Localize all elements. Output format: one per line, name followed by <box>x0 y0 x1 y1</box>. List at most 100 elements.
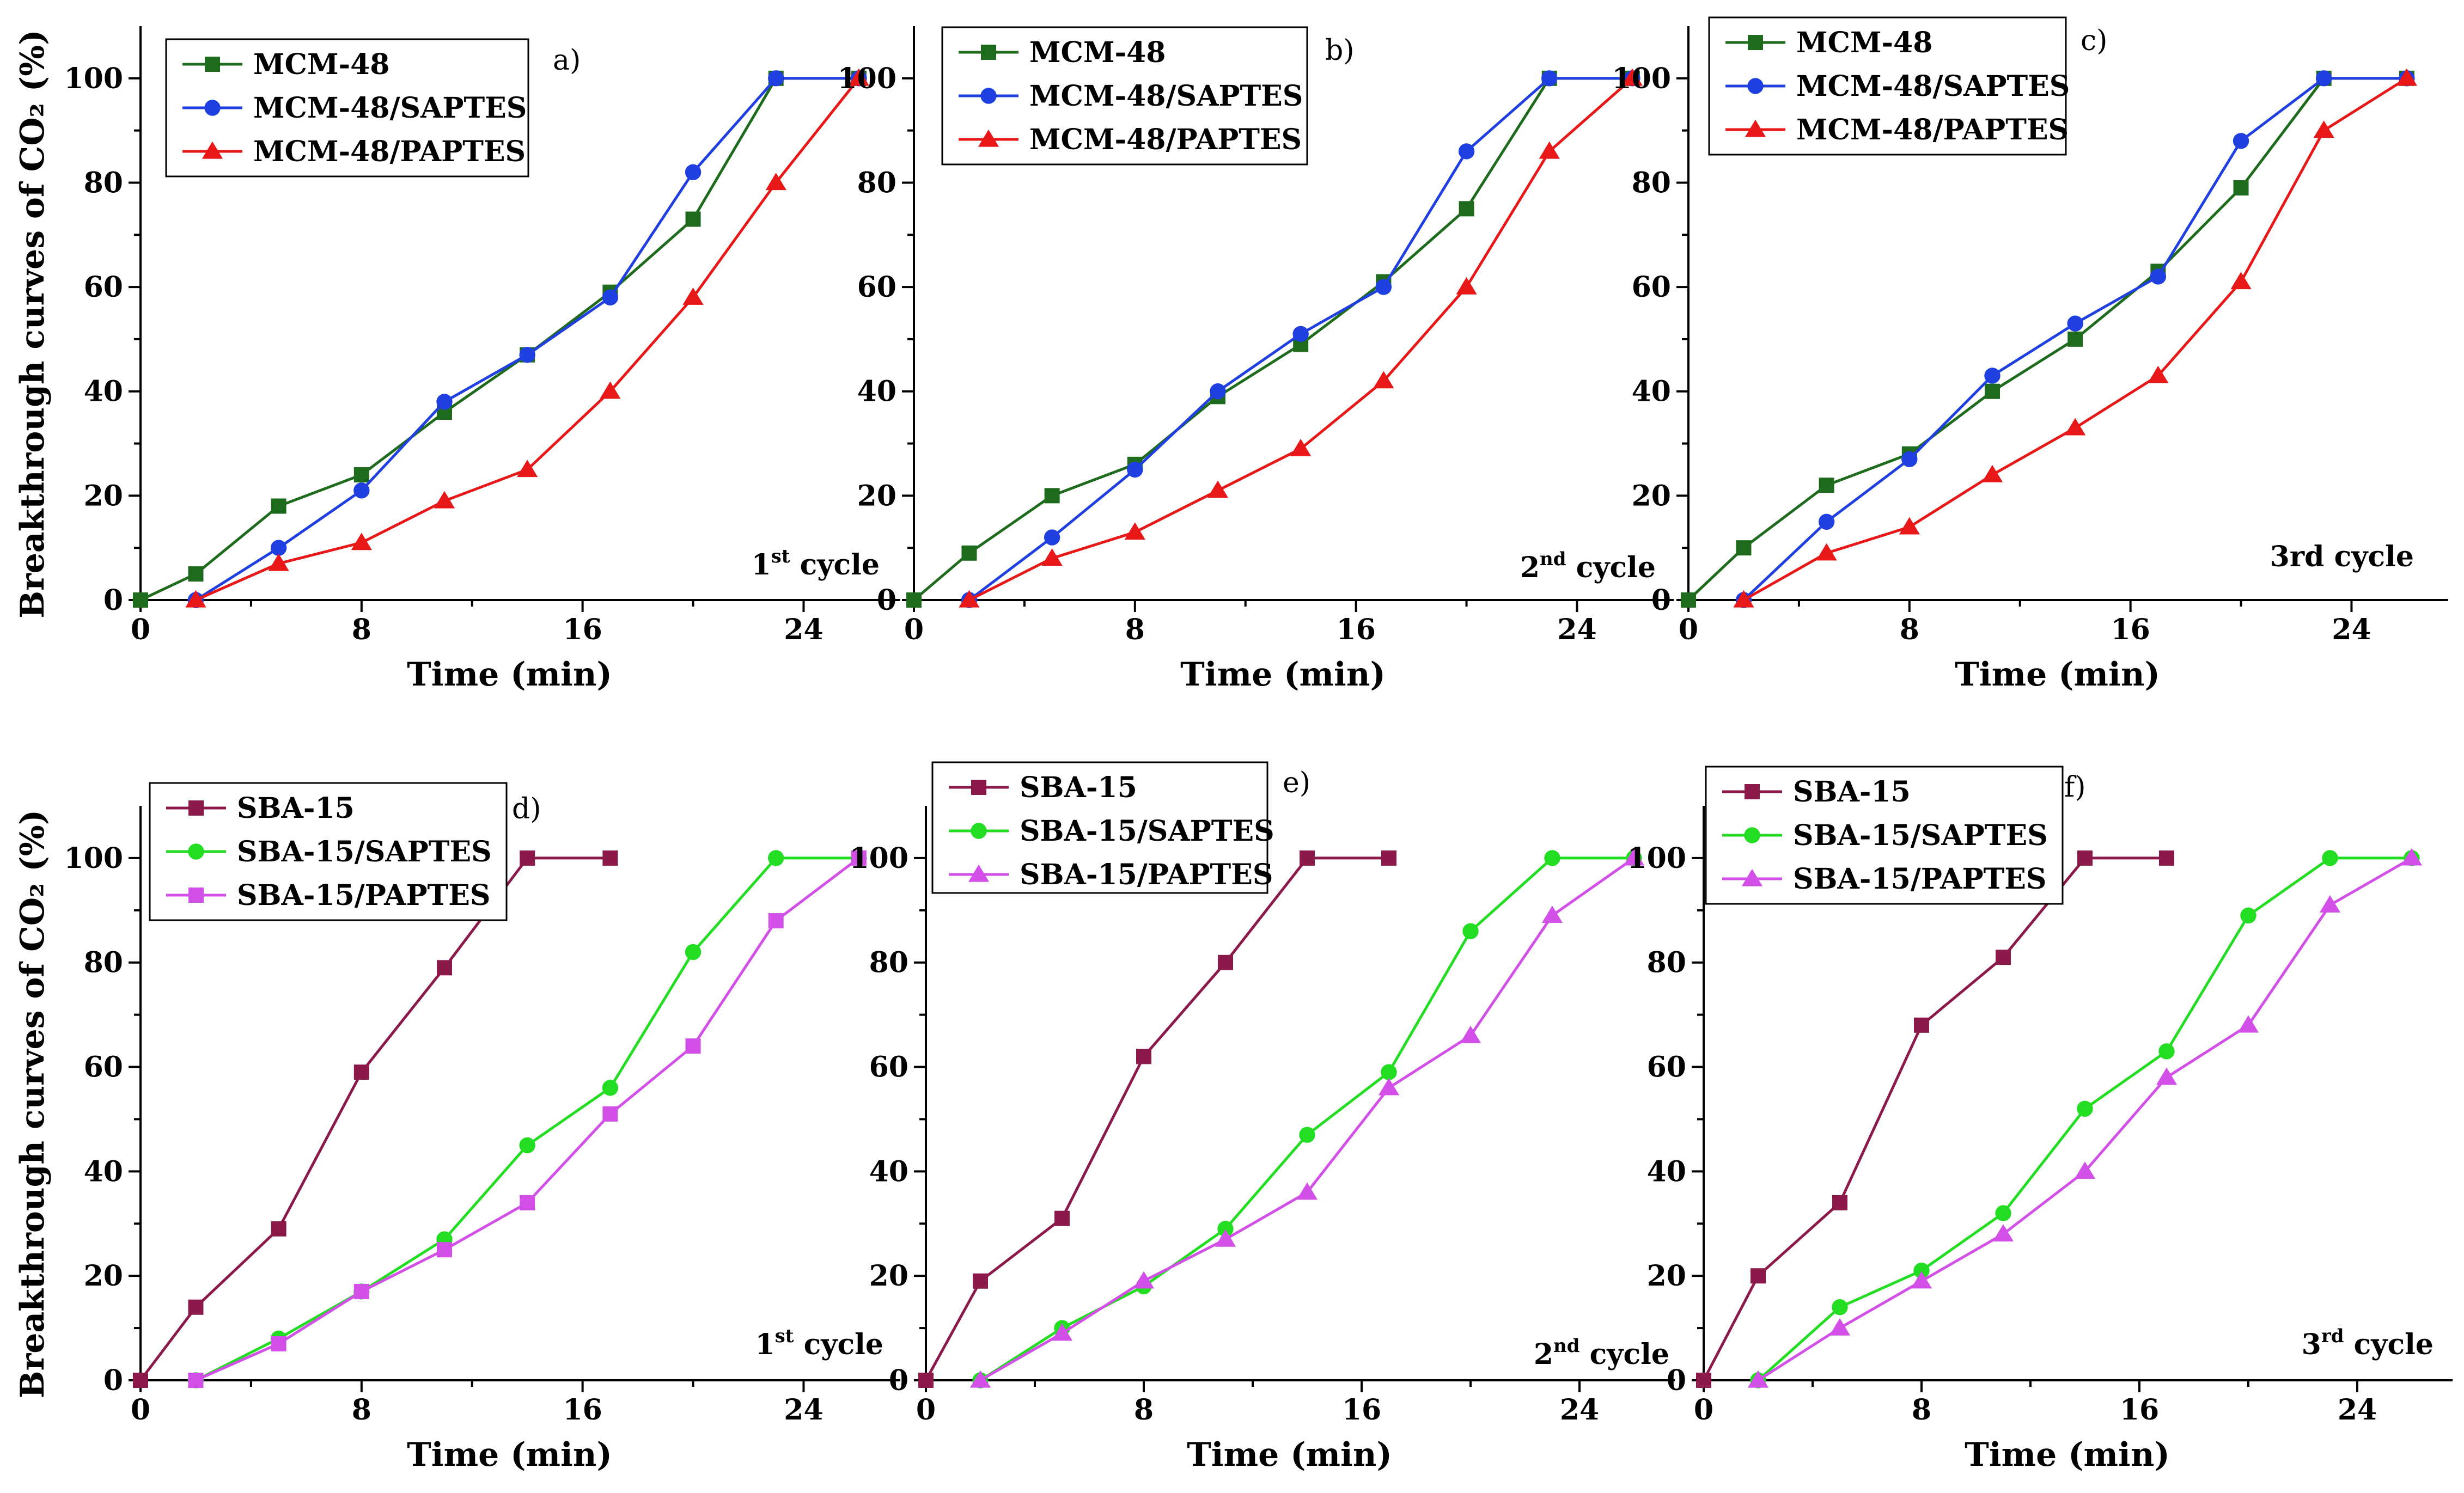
legend: MCM-48 MCM-48/SAPTES MCM-48/PAPTES <box>1708 16 2070 156</box>
data-point <box>685 211 701 227</box>
panel-letter: b) <box>1325 34 1355 67</box>
y-tick-label: 60 <box>869 1051 908 1084</box>
y-tick-label: 0 <box>889 1364 908 1397</box>
legend-label: MCM-48 <box>1029 36 1166 69</box>
data-point <box>1819 478 1834 493</box>
legend-swatch-marker <box>202 141 223 159</box>
data-point <box>1462 923 1479 939</box>
x-tick-label: 8 <box>352 613 371 646</box>
data-point <box>1210 383 1226 400</box>
y-tick-label: 20 <box>857 479 896 512</box>
data-point <box>519 1137 535 1154</box>
data-point <box>1292 326 1309 342</box>
series-mcm-48-paptes <box>1733 68 2418 608</box>
y-tick-label: 80 <box>869 946 908 980</box>
y-tick-label: 40 <box>869 1155 908 1188</box>
data-point <box>2158 1043 2175 1060</box>
data-point <box>2316 70 2332 87</box>
data-point <box>188 566 204 582</box>
x-tick-label: 0 <box>131 1393 150 1427</box>
cycle-superscript: st <box>771 546 790 567</box>
cycle-number: 2 <box>1520 551 1540 584</box>
data-point <box>765 173 786 191</box>
legend-swatch-marker <box>971 823 987 839</box>
data-point <box>271 498 286 514</box>
cycle-label: 1st cycle <box>755 1325 883 1361</box>
legend-label: MCM-48/PAPTES <box>253 135 526 168</box>
legend-label: SBA-15/SAPTES <box>1793 819 2048 852</box>
legend-swatch-marker <box>978 129 999 147</box>
cycle-word: cycle <box>1580 1338 1669 1371</box>
data-point <box>1217 1221 1234 1237</box>
series-sba-15-paptes <box>969 848 1645 1388</box>
data-point <box>188 1299 204 1315</box>
data-point <box>1832 1299 1848 1315</box>
data-point <box>2313 120 2334 138</box>
y-tick-label: 40 <box>1632 375 1671 408</box>
x-tick-label: 24 <box>2332 613 2371 646</box>
panel-letter: a) <box>553 44 581 77</box>
x-tick-label: 16 <box>563 1393 602 1427</box>
data-point <box>1381 1064 1397 1080</box>
data-point <box>973 1273 988 1289</box>
cycle-word: cycle <box>1566 551 1656 584</box>
data-point <box>2077 1100 2093 1117</box>
data-point <box>1899 517 1920 535</box>
data-point <box>1290 438 1312 456</box>
legend-label: SBA-15/SAPTES <box>237 835 492 868</box>
data-point <box>1127 461 1143 478</box>
y-tick-label: 40 <box>84 1155 123 1188</box>
data-point <box>1041 548 1063 566</box>
legend-box <box>931 761 1268 894</box>
data-point <box>133 1373 148 1388</box>
data-point <box>271 1336 286 1351</box>
legend-label: SBA-15 <box>1020 771 1137 804</box>
legend-swatch-marker <box>971 780 986 795</box>
data-point <box>682 287 704 305</box>
y-tick-label: 0 <box>103 1364 123 1397</box>
cycle-number: 2 <box>1534 1338 1553 1371</box>
data-point <box>1733 590 1754 608</box>
y-tick-label: 20 <box>84 479 123 512</box>
legend-label: MCM-48/SAPTES <box>1029 79 1303 113</box>
panel-letter: c) <box>2081 25 2107 57</box>
panel-letter: f) <box>2064 771 2086 804</box>
x-axis-label: Time (min) <box>407 656 612 694</box>
y-tick-label: 60 <box>84 271 123 304</box>
data-point <box>1829 1318 1851 1336</box>
y-tick-label: 60 <box>1632 271 1671 304</box>
x-tick-label: 8 <box>1134 1393 1154 1427</box>
series-sba-15 <box>918 850 1396 1388</box>
data-point <box>1296 1182 1318 1200</box>
legend-label: MCM-48 <box>1796 26 1932 59</box>
data-point <box>1911 1271 1932 1289</box>
data-point <box>2148 365 2169 383</box>
x-tick-label: 0 <box>904 613 924 646</box>
y-tick-label: 0 <box>1651 584 1671 617</box>
x-axis-label: Time (min) <box>407 1436 612 1474</box>
data-point <box>1054 1210 1070 1226</box>
cycle-number: 1 <box>755 1328 774 1361</box>
x-tick-label: 24 <box>1560 1393 1599 1427</box>
data-point <box>969 1370 991 1388</box>
data-point <box>2067 331 2083 347</box>
data-point <box>270 540 287 556</box>
data-point <box>2159 850 2174 866</box>
data-point <box>768 70 784 87</box>
series-line <box>979 856 1634 1382</box>
cycle-word: cycle <box>794 1328 883 1361</box>
data-point <box>1300 850 1315 866</box>
data-point <box>436 394 453 410</box>
data-point <box>1215 1229 1236 1247</box>
cycle-word: cycle <box>2344 1328 2433 1361</box>
data-point <box>1460 1025 1481 1043</box>
legend: SBA-15 SBA-15/SAPTES SBA-15/PAPTES <box>931 761 1274 894</box>
legend-label: MCM-48/SAPTES <box>1796 70 2070 103</box>
legend-swatch-marker <box>205 57 220 72</box>
y-tick-label: 80 <box>1647 946 1686 980</box>
data-point <box>1458 143 1475 160</box>
data-point <box>1621 68 1643 86</box>
x-tick-label: 24 <box>2338 1393 2377 1427</box>
data-point <box>1623 848 1645 866</box>
